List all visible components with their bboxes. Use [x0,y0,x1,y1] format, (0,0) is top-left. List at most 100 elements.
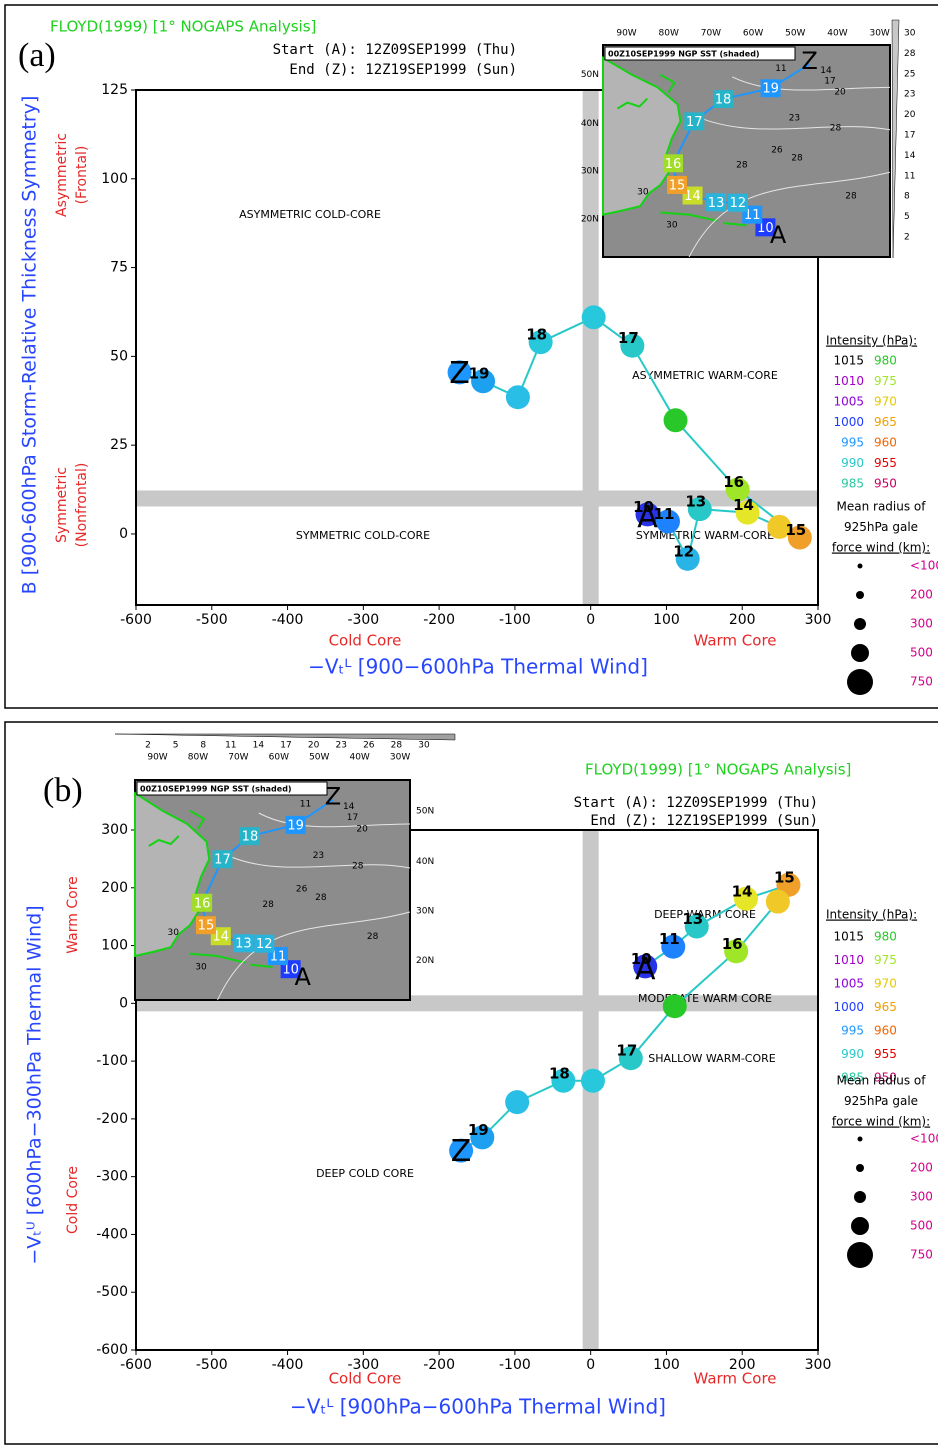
colorbar-label: 5 [904,212,910,222]
legend-entry: 1010 [833,953,864,967]
colorbar-label: 14 [904,151,916,161]
x-tick-label: 0 [586,1357,595,1373]
y-tick-label: 200 [101,880,128,896]
inset-track-label: 15 [669,178,686,193]
region-label: DEEP COLD CORE [316,1167,414,1180]
legend-entry: 990 [841,456,864,470]
y-tick-label: -400 [96,1226,128,1242]
chart-title: FLOYD(1999) [1° NOGAPS Analysis] [585,761,851,779]
inset-lon-label: 40W [827,29,847,39]
inset-track-label: 17 [686,115,703,130]
contour-label: 28 [736,160,748,170]
inset-lat-label: 40N [416,857,434,867]
inset-track-label: 19 [762,82,779,97]
x-tick-label: -500 [196,1357,228,1373]
legend-entry: 1000 [833,415,864,429]
inset-lon-label: 30W [390,753,410,763]
inset-end-marker: Z [801,47,817,75]
legend-title: 925hPa gale [844,520,918,534]
x-tick-label: -500 [196,612,228,628]
colorbar [892,20,899,258]
inset-lat-label: 50N [581,70,599,80]
legend-entry: 500 [910,1219,933,1233]
legend-size-dot [851,644,869,662]
threshold-band-y [136,490,818,506]
legend-entry: 955 [874,1047,897,1061]
x-axis-sublabel: Warm Core [693,1370,776,1388]
inset-lon-label: 60W [743,29,763,39]
legend-size-dot [854,1191,866,1203]
colorbar-label: 5 [173,741,179,751]
track-point [506,385,530,409]
x-tick-label: -300 [347,612,379,628]
legend-entry: 975 [874,953,897,967]
contour-label: 20 [356,824,368,834]
region-label: SYMMETRIC COLD-CORE [296,529,430,542]
y-axis-title: −Vₜᵁ [600hPa−300hPa Thermal Wind] [24,905,46,1264]
inset-lon-label: 80W [188,753,208,763]
track-point [505,1090,529,1114]
x-tick-label: 100 [653,612,680,628]
end-marker: Z [449,356,470,391]
y-tick-label: 0 [119,995,128,1011]
y-axis-sublabel: Warm Core [65,876,81,954]
legend-entry: 965 [874,415,897,429]
inset-title: 00Z10SEP1999 NGP SST (shaded) [608,50,760,59]
y-tick-label: 0 [119,526,128,542]
inset-track-label: 15 [198,919,215,934]
point-label: 13 [682,910,703,928]
point-label: 19 [469,365,490,383]
region-label: MODERATE WARM CORE [638,992,772,1005]
legend-entry: 980 [874,354,897,368]
y-tick-label: -200 [96,1111,128,1127]
x-tick-label: -600 [120,1357,152,1373]
x-tick-label: -100 [499,612,531,628]
contour-label: 30 [637,187,649,197]
inset-track-label: 16 [665,157,682,172]
inset-lon-label: 50W [785,29,805,39]
point-label: 11 [659,930,680,948]
legend-entry: 200 [910,1161,933,1175]
start-marker: A [635,952,656,987]
x-tick-label: 100 [653,1357,680,1373]
contour-label: 20 [834,88,846,98]
point-label: 15 [774,868,795,886]
y-tick-label: 300 [101,822,128,838]
x-tick-label: 200 [729,612,756,628]
x-axis-title: −Vₜᴸ [900hPa−600hPa Thermal Wind] [290,1395,666,1419]
point-label: 16 [722,935,743,953]
page: {"chart_data": [ {"type": "line", "panel… [0,0,938,1446]
colorbar-label: 8 [904,192,910,202]
inset-lon-label: 80W [659,29,679,39]
inset-lat-label: 30N [581,167,599,177]
colorbar-label: 20 [904,110,916,120]
y-tick-label: 50 [110,348,128,364]
track-point [664,408,688,432]
x-tick-label: -200 [423,1357,455,1373]
x-tick-label: -100 [499,1357,531,1373]
contour-label: 17 [824,77,835,87]
inset-track-label: 16 [194,896,211,911]
inset-track-label: 12 [256,937,273,952]
track-point [766,890,790,914]
region-label: SHALLOW WARM-CORE [648,1052,776,1065]
colorbar-label: 25 [904,69,915,79]
legend-entry: 500 [910,646,933,660]
legend-entry: 1015 [833,354,864,368]
legend-entry: 955 [874,456,897,470]
contour-label: 11 [300,800,311,810]
inset-track-label: 17 [214,853,231,868]
y-axis-sublabel: Symmetric [54,467,70,543]
legend-entry: 970 [874,395,897,409]
inset-track-label: 13 [708,196,725,211]
legend-entry: <100 [910,559,938,573]
legend-title: Mean radius of [837,1074,927,1088]
x-axis-sublabel: Warm Core [693,632,776,650]
contour-label: 30 [195,963,207,973]
colorbar-label: 17 [904,131,915,141]
panel-label: (b) [43,772,83,809]
inset-lon-label: 90W [147,753,167,763]
inset-lat-label: 20N [416,956,434,966]
y-axis-sublabel: (Frontal) [74,146,90,205]
colorbar-label: 2 [904,233,910,243]
